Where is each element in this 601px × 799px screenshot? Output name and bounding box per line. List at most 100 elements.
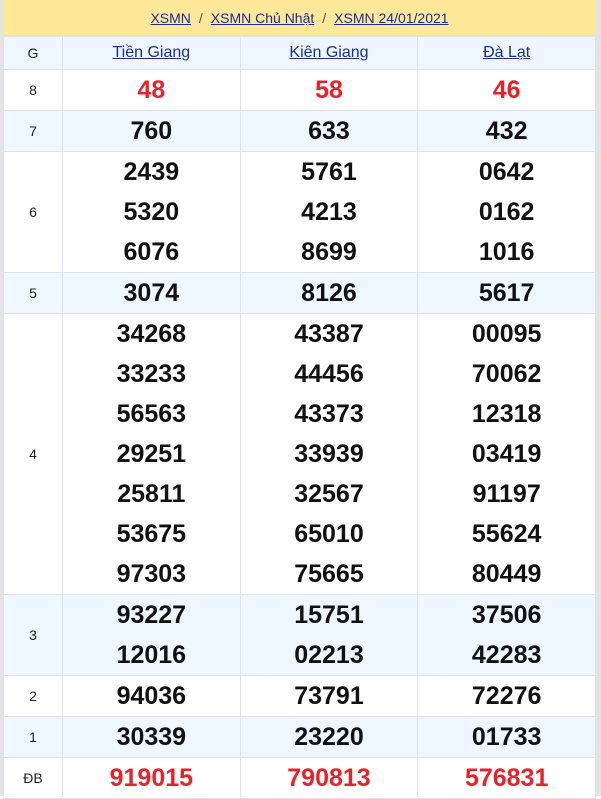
lottery-number: 00095: [471, 320, 542, 348]
lottery-number: 70062: [471, 360, 542, 388]
province-link-kien-giang[interactable]: Kiên Giang: [289, 44, 369, 61]
lottery-number: 34268: [116, 320, 187, 348]
prize-label: 3: [3, 594, 63, 676]
prize-label: 4: [3, 313, 63, 595]
lottery-number: 91197: [472, 480, 541, 508]
lottery-number: 58: [315, 76, 343, 104]
lottery-number: 01733: [471, 723, 542, 751]
lottery-number: 576831: [464, 764, 549, 792]
lottery-number: 56563: [116, 400, 187, 428]
lottery-number: 6076: [123, 238, 180, 266]
prize-row: 1 30339 23220 01733: [3, 716, 596, 758]
lottery-number: 790813: [287, 764, 371, 792]
prize-cell: 46: [417, 69, 596, 111]
lottery-number: 15751: [294, 601, 364, 629]
breadcrumb-separator: /: [322, 9, 327, 26]
prize-cell: 37506 42283: [417, 594, 596, 676]
lottery-number: 53675: [116, 520, 187, 548]
prize-row: 2 94036 73791 72276: [3, 675, 596, 717]
lottery-number: 0162: [478, 198, 535, 226]
lottery-number: 1016: [478, 238, 535, 266]
prize-label: 7: [3, 110, 63, 152]
lottery-number: 633: [308, 117, 350, 145]
results-panel: XSMN / XSMN Chủ Nhật / XSMN 24/01/2021 G…: [3, 0, 596, 799]
prize-row: 5 3074 8126 5617: [3, 272, 596, 314]
prize-row: 3 93227 12016 15751 02213 37506 42283: [3, 594, 596, 676]
lottery-number: 80449: [471, 560, 542, 588]
prize-cell: 576831: [417, 757, 596, 799]
province-link-da-lat[interactable]: Đà Lạt: [483, 44, 531, 61]
prize-cell: 00095 70062 12318 03419 91197 55624 80449: [417, 313, 596, 595]
lottery-number: 919015: [109, 764, 194, 792]
lottery-number: 4213: [301, 198, 357, 226]
prize-cell: 73791: [239, 675, 419, 717]
lottery-number: 93227: [116, 601, 187, 629]
header-row: G Tiền Giang Kiên Giang Đà Lạt: [3, 36, 596, 70]
lottery-number: 2439: [123, 158, 180, 186]
prize-cell: 790813: [239, 757, 419, 799]
prize-column-header: G: [3, 36, 63, 70]
lottery-number: 37506: [471, 601, 542, 629]
prize-cell: 93227 12016: [62, 594, 241, 676]
lottery-number: 42283: [471, 641, 542, 669]
prize-cell: 2439 5320 6076: [62, 151, 241, 273]
prize-row: 4 34268 33233 56563 29251 25811 53675 97303 4338…: [3, 313, 596, 595]
lottery-number: 29251: [116, 440, 187, 468]
lottery-number: 43387: [294, 320, 364, 348]
lottery-number: 73791: [294, 682, 364, 710]
province-header: Kiên Giang: [239, 36, 419, 70]
lottery-number: 55624: [471, 520, 542, 548]
breadcrumb-xsmn-sunday[interactable]: XSMN Chủ Nhật: [210, 9, 315, 26]
lottery-number: 3074: [123, 279, 180, 307]
lottery-number: 02213: [294, 641, 364, 669]
prize-cell: 23220: [239, 716, 419, 758]
results-table: G Tiền Giang Kiên Giang Đà Lạt 8 48 58 46 7 7…: [3, 36, 596, 799]
prize-label: 8: [3, 69, 63, 111]
lottery-number: 5320: [123, 198, 180, 226]
breadcrumb: XSMN / XSMN Chủ Nhật / XSMN 24/01/2021: [3, 0, 596, 36]
lottery-number: 5761: [301, 158, 357, 186]
lottery-number: 03419: [471, 440, 542, 468]
lottery-number: 44456: [294, 360, 364, 388]
prize-cell: 34268 33233 56563 29251 25811 53675 97303: [62, 313, 241, 595]
lottery-number: 12318: [471, 400, 542, 428]
prize-label: 1: [3, 716, 63, 758]
lottery-number: 46: [492, 76, 521, 104]
prize-cell: 15751 02213: [239, 594, 419, 676]
lottery-number: 33233: [116, 360, 187, 388]
lottery-number: 432: [485, 117, 528, 145]
prize-cell: 633: [239, 110, 419, 152]
lottery-number: 48: [137, 76, 166, 104]
lottery-number: 12016: [116, 641, 187, 669]
breadcrumb-xsmn[interactable]: XSMN: [150, 9, 191, 26]
prize-cell: 5761 4213 8699: [239, 151, 419, 273]
prize-cell: 8126: [239, 272, 419, 314]
breadcrumb-xsmn-date[interactable]: XSMN 24/01/2021: [334, 9, 449, 26]
lottery-number: 94036: [116, 682, 187, 710]
breadcrumb-separator: /: [198, 9, 203, 26]
prize-cell: 5617: [417, 272, 596, 314]
lottery-number: 8126: [301, 279, 357, 307]
lottery-number: 25811: [117, 480, 186, 508]
prize-cell: 432: [417, 110, 596, 152]
province-link-tien-giang[interactable]: Tiền Giang: [112, 44, 191, 61]
lottery-number: 72276: [471, 682, 542, 710]
prize-cell: 919015: [62, 757, 241, 799]
prize-cell: 48: [62, 69, 241, 111]
lottery-number: 43373: [294, 400, 364, 428]
prize-cell: 0642 0162 1016: [417, 151, 596, 273]
prize-label: ĐB: [3, 757, 63, 799]
prize-cell: 760: [62, 110, 241, 152]
lottery-number: 0642: [478, 158, 535, 186]
lottery-number: 32567: [294, 480, 364, 508]
prize-label: 6: [3, 151, 63, 273]
prize-cell: 01733: [417, 716, 596, 758]
lottery-number: 97303: [116, 560, 187, 588]
prize-cell: 72276: [417, 675, 596, 717]
lottery-number: 33939: [294, 440, 364, 468]
lottery-number: 8699: [301, 238, 357, 266]
prize-cell: 30339: [62, 716, 241, 758]
prize-row: 6 2439 5320 6076 5761 4213 8699 0642 0162 1016: [3, 151, 596, 273]
lottery-number: 5617: [478, 279, 535, 307]
